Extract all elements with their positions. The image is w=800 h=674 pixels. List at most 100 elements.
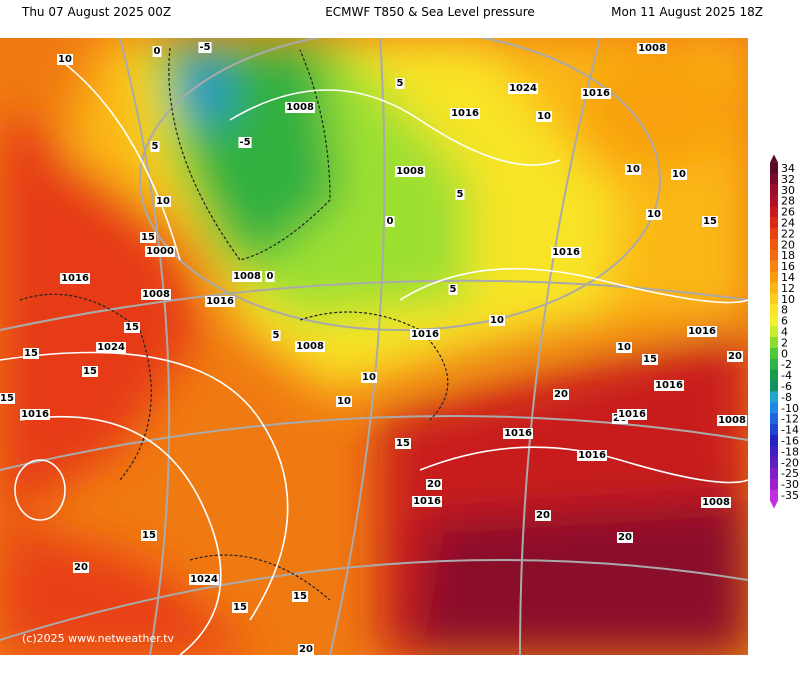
contour-label-bg [455, 189, 465, 200]
contour-label: 1016 [21, 409, 49, 420]
contour-label-bg [298, 644, 314, 655]
contour-label-bg [426, 479, 442, 490]
credit: (c)2025 www.netweather.tv [22, 632, 175, 645]
contour-label: 1008 [296, 341, 324, 352]
colorbar-swatch [770, 184, 778, 196]
contour-label-bg [671, 169, 687, 180]
contour-label-bg [60, 273, 90, 284]
colorbar-label: -18 [781, 445, 799, 458]
colorbar-swatch [770, 369, 778, 382]
colorbar-swatch [770, 391, 778, 403]
contour-label-bg [205, 296, 235, 307]
contour-label: 20 [427, 479, 441, 490]
contour-label: 1008 [638, 43, 666, 54]
contour-label: 15 [233, 602, 247, 613]
colorbar-label: -2 [781, 358, 792, 371]
colorbar-swatch [770, 282, 778, 294]
contour-label: 1016 [206, 296, 234, 307]
colorbar-label: 18 [781, 249, 795, 262]
contour-label: 1016 [582, 88, 610, 99]
contour-label: 10 [672, 169, 686, 180]
colorbar-label: 14 [781, 271, 795, 284]
contour-label-bg [654, 380, 684, 391]
contour-label: 1008 [702, 497, 730, 508]
contour-label: 15 [24, 348, 38, 359]
colorbar-swatch [770, 326, 778, 338]
contour-label-bg [450, 108, 480, 119]
colorbar-swatch [770, 195, 778, 207]
colorbar-top [770, 154, 778, 163]
contour-label: 15 [643, 354, 657, 365]
colorbar-label: -4 [781, 369, 792, 382]
contour-label-bg [238, 137, 252, 148]
header-title: ECMWF T850 & Sea Level pressure [325, 5, 535, 19]
contour-label: 1008 [286, 102, 314, 113]
colorbar-swatch [770, 217, 778, 229]
contour-label-bg [152, 46, 162, 57]
colorbar-label: -6 [781, 380, 792, 393]
contour-label: 20 [618, 532, 632, 543]
colorbar-label: -25 [781, 467, 799, 480]
contour-label: 1008 [396, 166, 424, 177]
contour-label: 1016 [578, 450, 606, 461]
contour-label: 1016 [451, 108, 479, 119]
contour-label: 15 [396, 438, 410, 449]
header-right: Mon 11 August 2025 18Z [611, 5, 763, 19]
contour-label: 10 [156, 196, 170, 207]
contour-label-bg [23, 348, 39, 359]
contour-label: 1024 [97, 342, 125, 353]
contour-label-bg [361, 372, 377, 383]
colorbar-label: 0 [781, 347, 788, 360]
colorbar-label: -10 [781, 402, 799, 415]
colorbar-label: 6 [781, 315, 788, 328]
contour-label-bg [395, 166, 425, 177]
contour-label: 15 [703, 216, 717, 227]
contour-label-bg [727, 351, 743, 362]
contour-label: 5 [450, 284, 457, 295]
colorbar-swatch [770, 478, 778, 491]
colorbar-label: 32 [781, 173, 795, 186]
contour-label: 15 [141, 232, 155, 243]
colorbar-label: 28 [781, 195, 795, 208]
colorbar-swatch [770, 456, 778, 469]
contour-label: 1024 [509, 83, 537, 94]
contour-label-bg [637, 43, 667, 54]
contour-label: 10 [490, 315, 504, 326]
contour-label: 10 [617, 342, 631, 353]
contour-label: -5 [199, 42, 210, 53]
colorbar-swatch [770, 315, 778, 327]
contour-label: 1016 [413, 496, 441, 507]
colorbar-label: -30 [781, 478, 799, 491]
contour-label: 1016 [61, 273, 89, 284]
contour-label-bg [625, 164, 641, 175]
graticule [0, 38, 748, 655]
contour-label-bg [292, 591, 308, 602]
colorbar-swatch [770, 445, 778, 458]
contour-label-bg [535, 510, 551, 521]
colorbar-label: 16 [781, 260, 795, 273]
contour-label: 0 [387, 216, 394, 227]
contour-label: 5 [397, 78, 404, 89]
contour-label-bg [642, 354, 658, 365]
colorbar-swatch [770, 347, 778, 360]
contour-label: 1016 [655, 380, 683, 391]
contour-label-bg [141, 289, 171, 300]
contour-label-bg [617, 409, 647, 420]
contour-label: 1008 [233, 271, 261, 282]
contour-label-bg [20, 409, 50, 420]
colorbar-swatch [770, 293, 778, 305]
contour-label-bg [96, 342, 126, 353]
contour-label-bg [73, 562, 89, 573]
contour-label-bg [124, 322, 140, 333]
contour-label: 1008 [718, 415, 746, 426]
contour-label-bg [155, 196, 171, 207]
colorbar-swatch [770, 271, 778, 283]
colorbar-label: 34 [781, 162, 795, 175]
contour-label-bg [448, 284, 458, 295]
contour-label-bg [140, 232, 156, 243]
contour-label-bg [57, 54, 73, 65]
colorbar-label: 26 [781, 206, 795, 219]
contour-label-bg [581, 88, 611, 99]
contour-label-bg [285, 102, 315, 113]
